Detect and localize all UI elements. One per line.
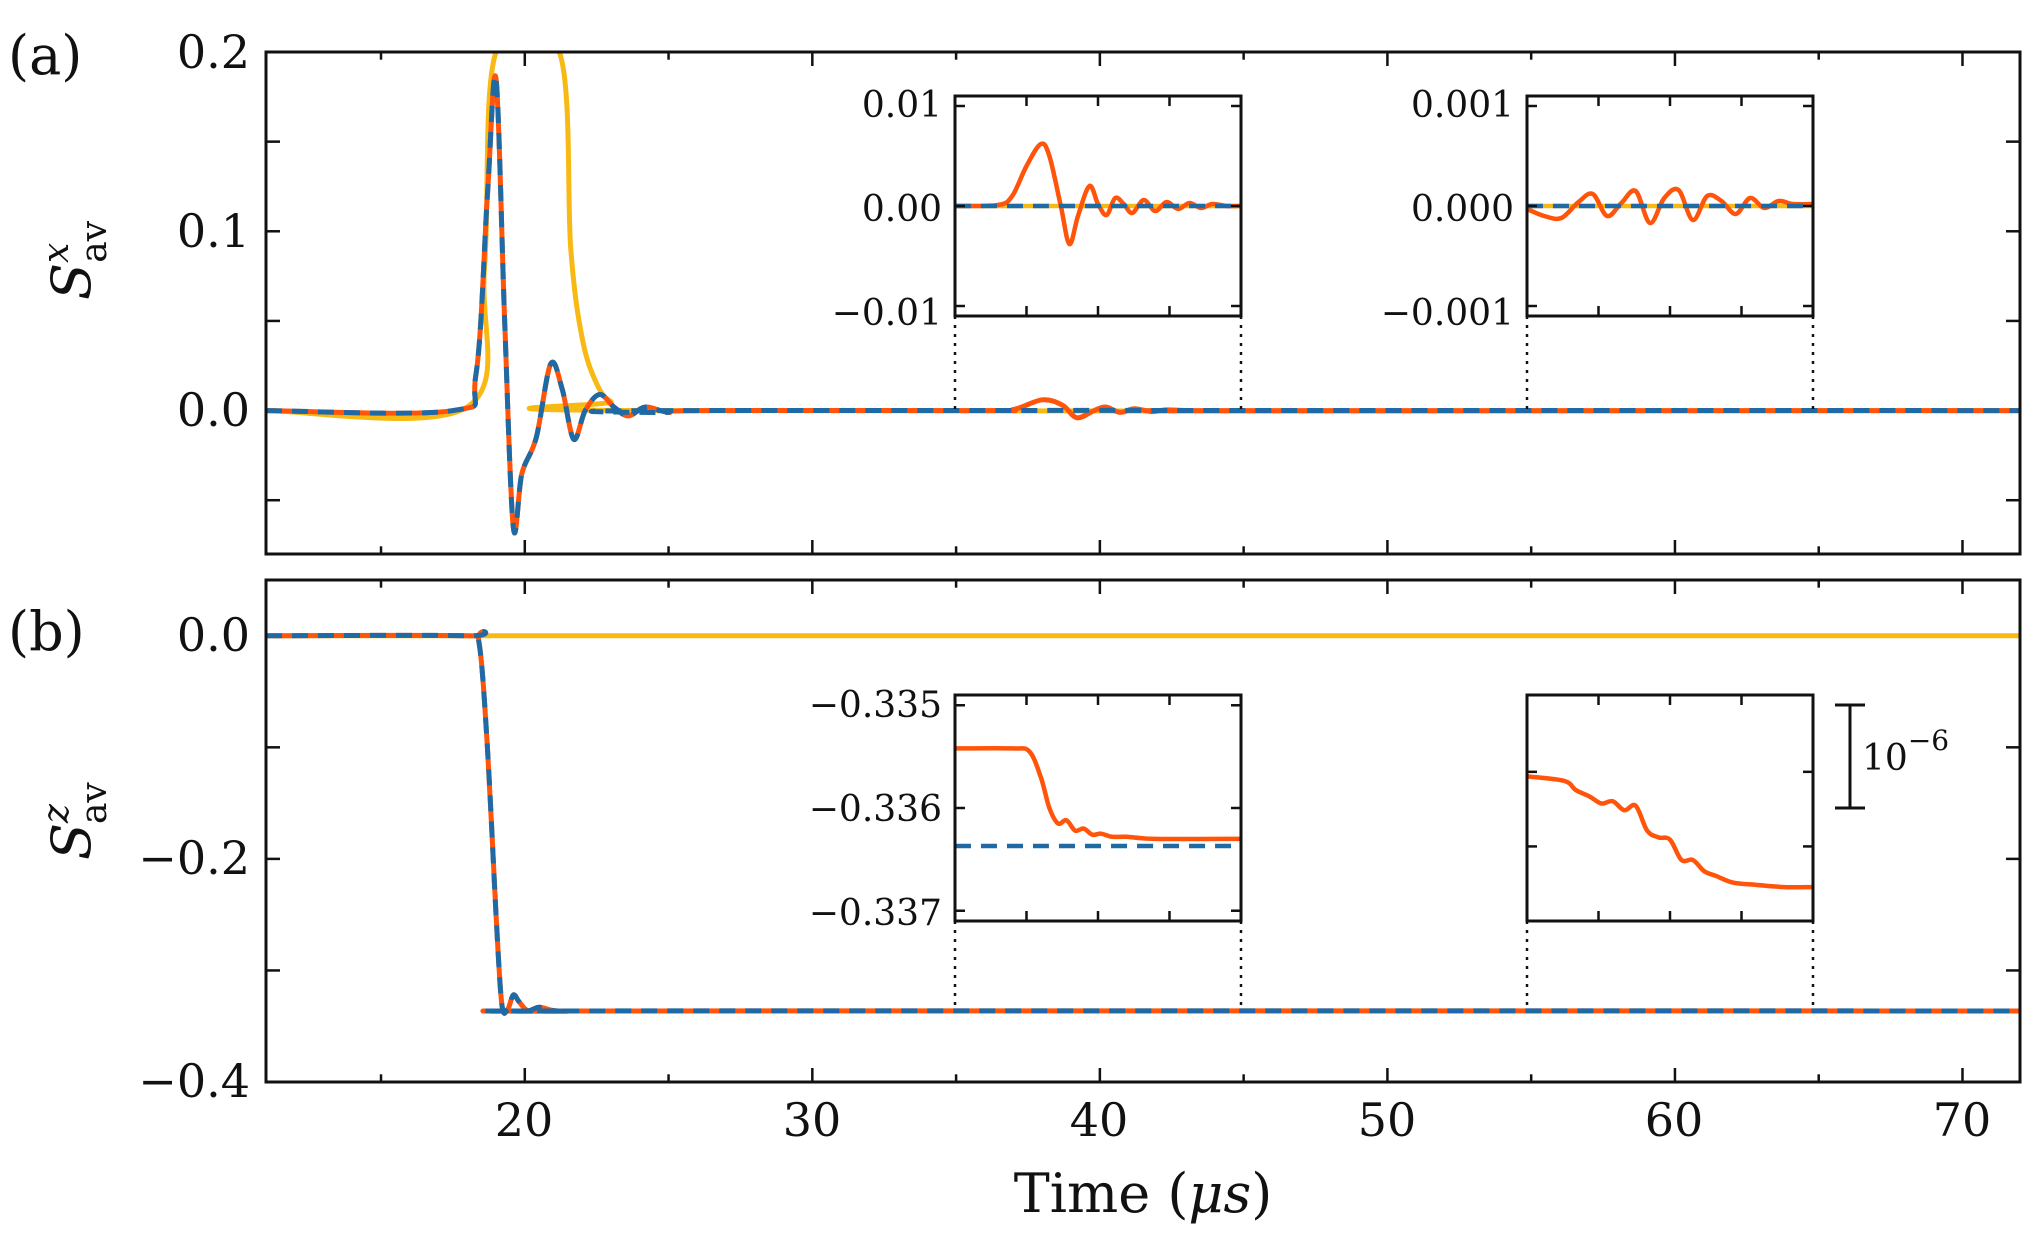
series-line-2	[266, 629, 2020, 1016]
inset-plot-area	[1527, 186, 1813, 226]
panel-b-ytick-label: −0.2	[138, 831, 250, 885]
panel-a-ylabel: Sxav	[36, 220, 115, 300]
panel-a-plot-area	[266, 52, 2020, 536]
inset-frame	[1525, 94, 1815, 318]
inset-ytick-label: 0.001	[1411, 85, 1514, 126]
xtick-label: 50	[1358, 1093, 1417, 1147]
inset-background	[955, 695, 1241, 921]
panel-b: (b) Szav 0.0 −0.2 −0.4 −0.337 −0.336 −0.…	[8, 578, 2022, 1108]
inset-frame	[953, 693, 1243, 923]
inset-plot-area	[955, 141, 1241, 247]
inset-plot-area	[1527, 774, 1813, 890]
inset-ytick-label: 0.00	[862, 189, 942, 230]
inset-ytick-label: −0.01	[832, 293, 942, 334]
inset-ytick-label: −0.337	[809, 893, 942, 934]
inset-ticks	[1527, 96, 1813, 316]
xtick-label: 70	[1933, 1093, 1992, 1147]
inset-background	[1527, 695, 1813, 921]
x-axis-label: Time (μs)	[1014, 1162, 1273, 1225]
scale-bar-label: 10−6	[1862, 724, 1949, 779]
inset-frame	[1525, 693, 1815, 923]
x-axis: 20 30 40 50 60 70 Time (μs)	[495, 1093, 1992, 1225]
inset-ytick-label: 0.000	[1411, 189, 1514, 230]
panel-a-y-tick-labels: 0.2 0.1 0.0	[177, 25, 250, 437]
panel-b-inset-connectors	[953, 921, 1815, 1010]
panel-a: (a) Sxav 0.2 0.1 0.0 0.01 0.00 −0.01	[8, 24, 2022, 556]
panel-a-inset-1: 0.01 0.00 −0.01	[832, 85, 1243, 334]
panel-a-label: (a)	[8, 24, 82, 87]
panel-b-inset-1: −0.337 −0.336 −0.335	[809, 685, 1243, 934]
inset-ticks	[955, 96, 1241, 316]
panel-b-label: (b)	[8, 600, 85, 663]
xtick-label: 20	[495, 1093, 554, 1147]
panel-b-inset-2: 10−6	[1525, 693, 1949, 923]
panel-b-frame	[264, 578, 2022, 1084]
series-line-0	[1527, 774, 1813, 890]
inset-ticks	[1527, 695, 1813, 921]
xtick-label: 40	[1070, 1093, 1129, 1147]
series-line-2	[266, 73, 2020, 536]
panel-a-frame	[264, 50, 2022, 556]
panel-a-ytick-label: 0.2	[177, 25, 250, 79]
xtick-label: 60	[1645, 1093, 1704, 1147]
inset-frame	[953, 94, 1243, 318]
panel-b-ytick-label: −0.4	[138, 1054, 250, 1108]
inset-ytick-label: −0.001	[1381, 293, 1514, 334]
series-line-0	[955, 745, 1241, 842]
inset-ytick-label: 0.01	[862, 85, 942, 126]
series-line-1	[955, 141, 1241, 247]
panel-a-inset-2: 0.001 0.000 −0.001	[1381, 85, 1815, 334]
panel-a-ytick-label: 0.1	[177, 204, 250, 258]
panel-b-plot-area	[266, 629, 2020, 1016]
scale-bar: 10−6	[1835, 703, 1949, 810]
inset-ticks	[955, 695, 1241, 921]
xtick-label: 30	[783, 1093, 842, 1147]
panel-a-inset-connectors	[953, 316, 1815, 410]
panel-b-y-tick-labels: 0.0 −0.2 −0.4	[138, 608, 250, 1108]
inset-plot-area	[955, 745, 1241, 849]
panel-b-ylabel: Szav	[36, 782, 115, 860]
panel-b-ytick-label: 0.0	[177, 608, 250, 662]
inset-ytick-label: −0.335	[809, 685, 942, 726]
panel-a-ytick-label: 0.0	[177, 383, 250, 437]
inset-ytick-label: −0.336	[809, 789, 942, 830]
